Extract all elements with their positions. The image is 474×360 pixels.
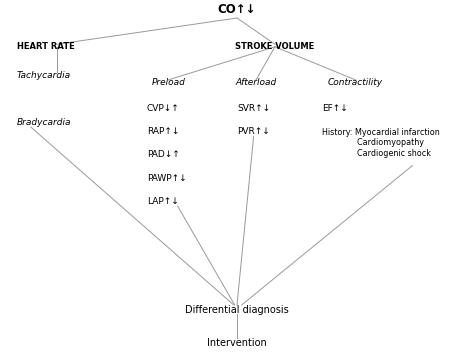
Text: PAWP↑↓: PAWP↑↓: [147, 174, 187, 183]
Text: Intervention: Intervention: [207, 338, 267, 348]
Text: RAP↑↓: RAP↑↓: [147, 127, 179, 136]
Text: STROKE VOLUME: STROKE VOLUME: [235, 42, 315, 51]
Text: History: Myocardial infarction
              Cardiomyopathy
              Cardio: History: Myocardial infarction Cardiomyo…: [322, 128, 440, 158]
Text: LAP↑↓: LAP↑↓: [147, 197, 179, 206]
Text: SVR↑↓: SVR↑↓: [237, 104, 270, 112]
Text: Bradycardia: Bradycardia: [17, 118, 71, 127]
Text: PAD↓↑: PAD↓↑: [147, 150, 180, 159]
Text: Contractility: Contractility: [328, 78, 383, 87]
Text: Tachycardia: Tachycardia: [17, 71, 71, 80]
Text: Afterload: Afterload: [235, 78, 277, 87]
Text: CVP↓↑: CVP↓↑: [147, 104, 180, 112]
Text: CO↑↓: CO↑↓: [218, 3, 256, 16]
Text: Preload: Preload: [151, 78, 185, 87]
Text: EF↑↓: EF↑↓: [322, 104, 348, 112]
Text: HEART RATE: HEART RATE: [17, 42, 74, 51]
Text: PVR↑↓: PVR↑↓: [237, 127, 270, 136]
Text: Differential diagnosis: Differential diagnosis: [185, 305, 289, 315]
